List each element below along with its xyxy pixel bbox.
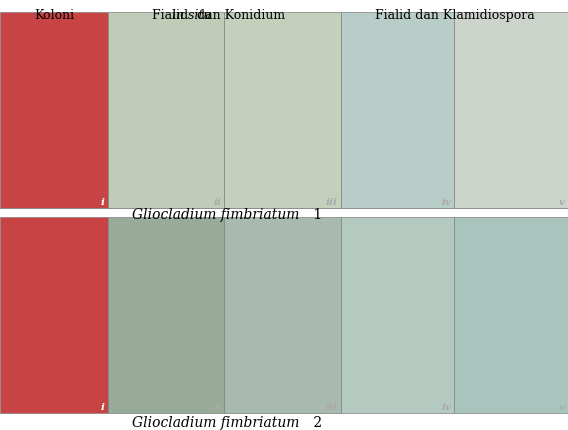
Text: Koloni: Koloni (34, 9, 74, 22)
Bar (224, 13, 341, 209)
Text: Fialid dan Klamidiospora: Fialid dan Klamidiospora (374, 9, 534, 22)
Text: v: v (559, 402, 565, 411)
Text: iv: iv (441, 197, 452, 206)
Bar (108, 13, 224, 209)
Text: in situ: in situ (172, 9, 211, 22)
Bar (224, 217, 341, 413)
Text: Fialid: Fialid (152, 9, 193, 22)
Text: dan Konidium: dan Konidium (193, 9, 285, 22)
Bar (454, 13, 568, 209)
Bar (341, 13, 454, 209)
Text: ii: ii (214, 197, 222, 206)
Text: v: v (559, 197, 565, 206)
Text: i: i (101, 402, 105, 411)
Text: ii: ii (214, 402, 222, 411)
Text: Gliocladium fimbriatum: Gliocladium fimbriatum (132, 415, 299, 429)
Bar (454, 217, 568, 413)
Bar (341, 217, 454, 413)
Bar (0, 217, 108, 413)
Text: iii: iii (326, 402, 338, 411)
Text: 2: 2 (308, 415, 322, 429)
Bar (0, 13, 108, 209)
Bar (108, 217, 224, 413)
Text: iii: iii (326, 197, 338, 206)
Text: Gliocladium fimbriatum: Gliocladium fimbriatum (132, 208, 299, 222)
Text: iv: iv (441, 402, 452, 411)
Text: 1: 1 (308, 208, 322, 222)
Text: i: i (101, 197, 105, 206)
